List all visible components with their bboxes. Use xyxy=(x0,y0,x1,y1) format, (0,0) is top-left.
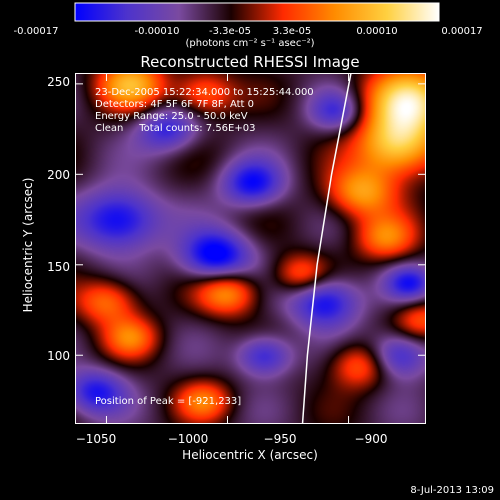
info-time-range: 23-Dec-2005 15:22:34.000 to 15:25:44.000 xyxy=(95,87,314,98)
x-axis-label: Heliocentric X (arcsec) xyxy=(182,448,318,462)
x-tick-label: −1000 xyxy=(167,432,209,446)
plot-overlay xyxy=(75,73,426,424)
info-detectors: Detectors: 4F 5F 6F 7F 8F, Att 0 xyxy=(95,99,255,110)
x-tick-label: −1050 xyxy=(75,432,117,446)
chart-title: Reconstructed RHESSI Image xyxy=(140,53,360,71)
y-tick-label: 250 xyxy=(47,75,70,89)
info-energy-range: Energy Range: 25.0 - 50.0 keV xyxy=(95,111,248,122)
colorbar-units: (photons cm⁻² s⁻¹ asec⁻²) xyxy=(185,38,315,49)
y-tick-label: 100 xyxy=(47,349,70,363)
colorbar-strip xyxy=(74,2,440,22)
peak-position: Position of Peak = [-921,233] xyxy=(95,396,242,407)
y-tick-label: 200 xyxy=(47,168,70,182)
x-tick-label: −950 xyxy=(263,432,297,446)
colorbar-tick-4: 0.00010 xyxy=(356,26,398,37)
solar-limb-line xyxy=(301,73,352,424)
colorbar-tick-2: -3.3e-05 xyxy=(209,26,251,37)
colorbar xyxy=(74,2,440,22)
info-clean-counts: Clean Total counts: 7.56E+03 xyxy=(95,123,256,134)
plot-frame xyxy=(75,73,426,424)
colorbar-tick-1: -0.00010 xyxy=(134,26,180,37)
y-tick-label: 150 xyxy=(47,260,70,274)
timestamp: 8-Jul-2013 13:09 xyxy=(410,485,494,496)
colorbar-tick-0: -0.00017 xyxy=(13,26,59,37)
x-tick-label: −900 xyxy=(354,432,388,446)
y-axis-label: Heliocentric Y (arcsec) xyxy=(21,177,35,313)
colorbar-tick-3: 3.3e-05 xyxy=(272,26,312,37)
colorbar-tick-5: 0.00017 xyxy=(441,26,483,37)
